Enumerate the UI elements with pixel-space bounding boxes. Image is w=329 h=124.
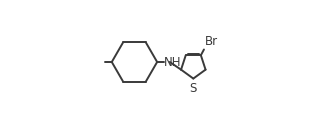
Text: Br: Br (205, 35, 218, 48)
Text: NH: NH (164, 56, 182, 69)
Text: S: S (190, 82, 197, 95)
